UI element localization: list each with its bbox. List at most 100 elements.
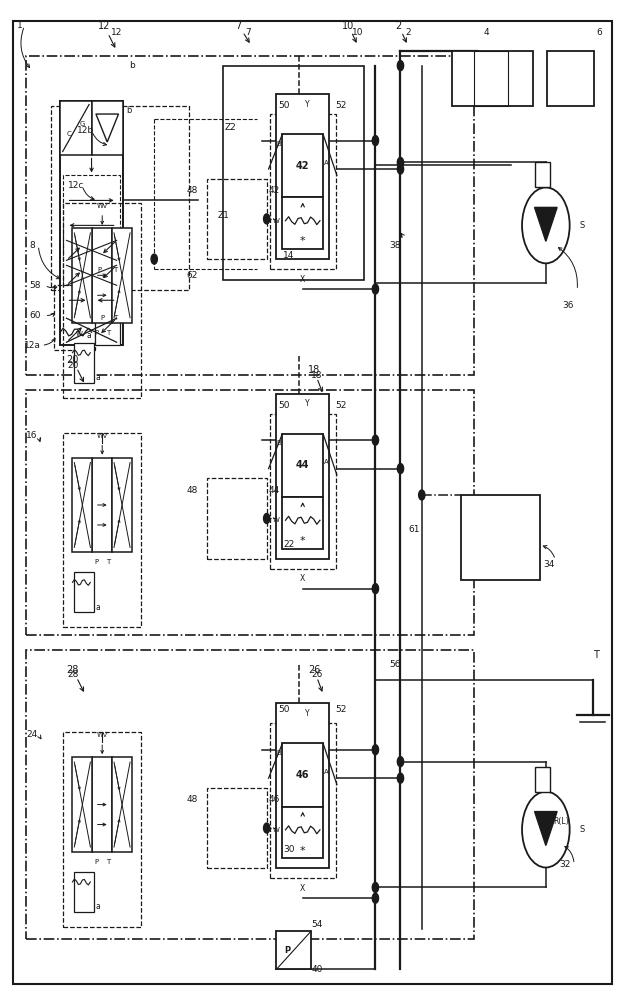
Bar	[283, 197, 323, 249]
Bar	[112, 228, 132, 323]
Text: B: B	[277, 141, 281, 147]
Text: 7: 7	[236, 21, 242, 31]
Circle shape	[372, 882, 379, 892]
Text: 8: 8	[29, 241, 35, 250]
Circle shape	[372, 284, 379, 294]
Text: S: S	[580, 825, 585, 834]
Bar	[270, 414, 335, 569]
Text: X: X	[300, 884, 305, 893]
Text: P: P	[284, 946, 290, 955]
Bar	[75, 572, 94, 612]
Text: Y: Y	[305, 100, 309, 109]
Text: 18: 18	[308, 365, 320, 375]
Text: W: W	[75, 331, 82, 337]
Text: W: W	[273, 517, 279, 523]
Text: 50: 50	[278, 401, 290, 410]
Text: T: T	[113, 267, 117, 273]
Text: 54: 54	[311, 920, 323, 929]
Text: 40: 40	[311, 965, 323, 974]
Text: Wv: Wv	[97, 203, 108, 209]
Bar	[63, 203, 141, 398]
Text: b: b	[129, 61, 135, 70]
Text: 52: 52	[335, 401, 347, 410]
Circle shape	[264, 214, 270, 224]
Bar	[72, 757, 92, 852]
Text: 22: 22	[283, 540, 295, 549]
Bar	[207, 478, 267, 559]
Bar	[270, 723, 335, 878]
Text: 60: 60	[30, 311, 41, 320]
Text: 24: 24	[26, 730, 38, 739]
Text: 12c: 12c	[68, 181, 84, 190]
Text: 44: 44	[269, 486, 280, 495]
Text: 58: 58	[30, 281, 41, 290]
Circle shape	[398, 61, 404, 71]
Circle shape	[398, 464, 404, 474]
Text: 26: 26	[311, 670, 323, 679]
Text: S: S	[580, 221, 585, 230]
Text: X: X	[300, 275, 305, 284]
Text: a: a	[96, 902, 100, 911]
Bar	[92, 458, 112, 552]
Text: P: P	[94, 859, 99, 865]
Bar	[63, 433, 141, 627]
Text: Y: Y	[305, 399, 309, 408]
Text: 28: 28	[67, 670, 78, 679]
Text: C: C	[67, 131, 72, 137]
Bar	[112, 458, 132, 552]
Text: G: G	[80, 121, 85, 127]
Circle shape	[264, 513, 270, 523]
Polygon shape	[534, 207, 557, 241]
Text: 52: 52	[335, 705, 347, 714]
Circle shape	[372, 893, 379, 903]
Text: 56: 56	[390, 660, 401, 669]
Text: *: *	[300, 846, 306, 856]
Text: 36: 36	[562, 301, 573, 310]
Bar	[283, 134, 323, 197]
Text: W: W	[273, 218, 279, 224]
Bar	[276, 394, 329, 559]
Circle shape	[398, 757, 404, 767]
Bar	[223, 66, 364, 280]
Bar	[283, 434, 323, 497]
Text: 18: 18	[311, 371, 323, 380]
Text: A: A	[324, 459, 328, 465]
Text: 20: 20	[67, 361, 78, 370]
Text: 4: 4	[484, 28, 489, 37]
Text: a: a	[86, 331, 91, 340]
Text: 12: 12	[98, 21, 111, 31]
Bar	[26, 390, 474, 635]
Text: A: A	[324, 160, 328, 166]
Text: *: *	[300, 236, 306, 246]
Circle shape	[522, 187, 570, 263]
Text: 2: 2	[405, 28, 411, 37]
Bar	[276, 931, 311, 969]
Text: Z2: Z2	[225, 123, 237, 132]
Text: 30: 30	[283, 845, 295, 854]
Bar	[72, 228, 92, 323]
Text: 44: 44	[296, 460, 310, 470]
Text: 10: 10	[342, 21, 355, 31]
Text: 42: 42	[269, 186, 280, 195]
Text: 26: 26	[308, 665, 320, 675]
Text: A: A	[324, 769, 328, 775]
Bar	[92, 757, 112, 852]
Text: 7: 7	[246, 28, 251, 37]
Bar	[534, 767, 550, 792]
Circle shape	[372, 745, 379, 755]
Text: 62: 62	[186, 271, 197, 280]
Text: T: T	[593, 650, 599, 660]
Bar	[26, 650, 474, 939]
Text: 12b: 12b	[77, 126, 94, 135]
Text: 34: 34	[543, 560, 555, 569]
Text: T: T	[106, 559, 111, 565]
Bar	[63, 175, 120, 285]
Bar	[63, 732, 141, 927]
Text: 50: 50	[278, 705, 290, 714]
Bar	[461, 495, 539, 580]
Bar	[534, 162, 550, 187]
Bar	[26, 56, 474, 375]
Text: 48: 48	[186, 795, 197, 804]
Bar	[207, 788, 267, 868]
Text: R(L): R(L)	[554, 817, 570, 826]
